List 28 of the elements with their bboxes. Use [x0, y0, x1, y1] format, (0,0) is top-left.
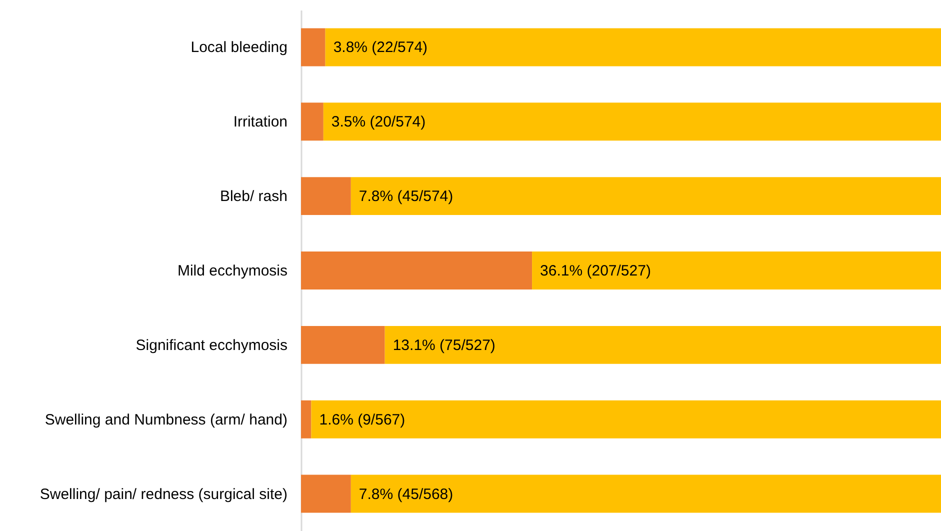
data-label: 1.6% (9/567) — [319, 411, 406, 428]
bar — [301, 177, 351, 216]
bar — [384, 326, 941, 364]
bar — [532, 252, 941, 290]
data-label: 13.1% (75/527) — [392, 336, 496, 354]
bar — [301, 28, 326, 66]
bar — [323, 102, 941, 141]
bar — [325, 28, 941, 66]
y-tick-label: Bleb/ rash — [220, 188, 288, 206]
bar — [301, 326, 385, 364]
bar — [301, 400, 312, 438]
bar — [301, 474, 351, 513]
bar — [301, 252, 532, 290]
y-tick-label: Irritation — [233, 114, 288, 131]
y-tick-label: Swelling and Numbness (arm/ hand) — [44, 411, 288, 428]
data-label: 36.1% (207/527) — [540, 262, 651, 280]
data-label: 7.8% (45/574) — [358, 188, 454, 206]
bar — [311, 400, 941, 438]
data-label: 7.8% (45/568) — [358, 486, 454, 503]
data-label: 3.8% (22/574) — [333, 39, 428, 56]
bar — [301, 102, 324, 141]
y-tick-label: Mild ecchymosis — [177, 262, 288, 280]
y-tick-label: Significant ecchymosis — [136, 336, 288, 354]
y-tick-label: Swelling/ pain/ redness (surgical site) — [40, 486, 288, 503]
bar — [350, 474, 941, 513]
bar — [350, 177, 941, 216]
y-tick-label: Local bleeding — [190, 39, 288, 56]
data-label: 3.5% (20/574) — [331, 114, 426, 131]
